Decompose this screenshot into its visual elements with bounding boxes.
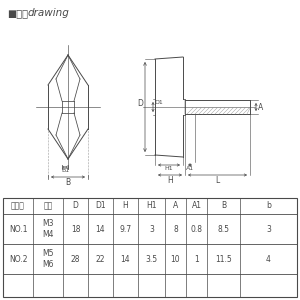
Text: 3: 3 (266, 224, 271, 233)
Text: A1: A1 (186, 166, 194, 171)
Text: H: H (123, 202, 128, 211)
Text: 18: 18 (71, 224, 80, 233)
Text: D1: D1 (95, 202, 106, 211)
Text: ■図面: ■図面 (7, 8, 28, 18)
Text: 1: 1 (194, 254, 199, 263)
Text: 14: 14 (96, 224, 105, 233)
Bar (3, 198, 297, 297)
Text: NO.2: NO.2 (9, 254, 27, 263)
Text: B1: B1 (61, 168, 69, 173)
Text: 14: 14 (121, 254, 130, 263)
Text: B: B (65, 178, 70, 187)
Text: D: D (137, 98, 143, 107)
Text: L: L (215, 176, 220, 185)
Text: A1: A1 (191, 202, 202, 211)
Text: 8.5: 8.5 (218, 224, 230, 233)
Text: D: D (73, 202, 78, 211)
Text: 10: 10 (171, 254, 180, 263)
Text: 22: 22 (96, 254, 105, 263)
Text: 3.5: 3.5 (146, 254, 158, 263)
Text: A: A (258, 103, 263, 112)
Text: NO.1: NO.1 (9, 224, 27, 233)
Text: A: A (173, 202, 178, 211)
Text: M5
M6: M5 M6 (42, 249, 54, 269)
Text: タイプ: タイプ (11, 202, 25, 211)
Text: 3: 3 (149, 224, 154, 233)
Text: 規格: 規格 (44, 202, 52, 211)
Text: 4: 4 (266, 254, 271, 263)
Text: 9.7: 9.7 (119, 224, 132, 233)
Text: D1: D1 (154, 100, 163, 106)
Text: H1: H1 (146, 202, 157, 211)
Text: 0.8: 0.8 (190, 224, 202, 233)
Text: M3
M4: M3 M4 (42, 219, 54, 239)
Text: b: b (266, 202, 271, 211)
Text: drawing: drawing (28, 8, 70, 18)
Text: H: H (167, 176, 173, 185)
Text: 8: 8 (173, 224, 178, 233)
Text: H1: H1 (165, 166, 173, 171)
Text: 28: 28 (71, 254, 80, 263)
Text: B: B (221, 202, 226, 211)
Text: 11.5: 11.5 (215, 254, 232, 263)
